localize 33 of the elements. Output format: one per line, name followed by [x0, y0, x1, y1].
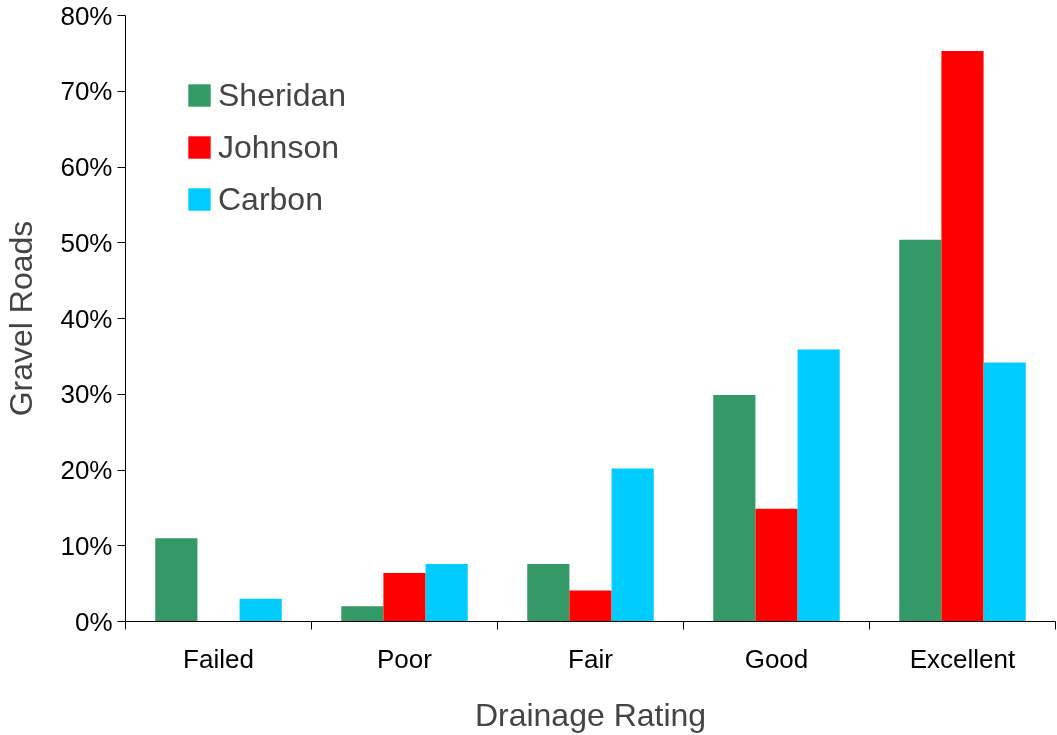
x-tick-label: Good [744, 643, 809, 674]
bar [425, 563, 468, 622]
bar [239, 598, 282, 622]
y-tick-label: 80% [60, 0, 113, 31]
y-tick-label: 10% [60, 530, 113, 561]
x-tick-label: Failed [183, 643, 254, 674]
bar [383, 573, 426, 622]
bar [941, 51, 984, 622]
y-tick-label: 40% [60, 303, 113, 334]
bar [899, 239, 942, 622]
x-tick-label: Excellent [909, 643, 1017, 674]
y-tick-label: 20% [60, 455, 113, 485]
bar [341, 606, 384, 622]
bar [527, 563, 570, 622]
bar [755, 508, 798, 622]
legend-label: Johnson [218, 127, 339, 167]
bar [611, 468, 654, 622]
y-tick-label: 50% [60, 227, 113, 258]
legend-label: Carbon [218, 179, 323, 219]
y-axis-title: Gravel Roads [3, 220, 40, 417]
y-tick-label: 70% [60, 76, 113, 107]
y-tick-label: 0% [74, 606, 113, 637]
y-tick-label: 60% [60, 152, 113, 182]
legend-label: Sheridan [218, 75, 347, 115]
x-tick-label: Poor [377, 643, 433, 674]
bar [797, 349, 840, 622]
bar [983, 362, 1026, 622]
x-tick-label: Fair [568, 643, 614, 674]
y-tick-label: 30% [60, 379, 113, 410]
x-axis-title: Drainage Rating [474, 696, 707, 733]
bar [569, 590, 612, 622]
bar [155, 538, 198, 622]
bar [713, 395, 756, 622]
